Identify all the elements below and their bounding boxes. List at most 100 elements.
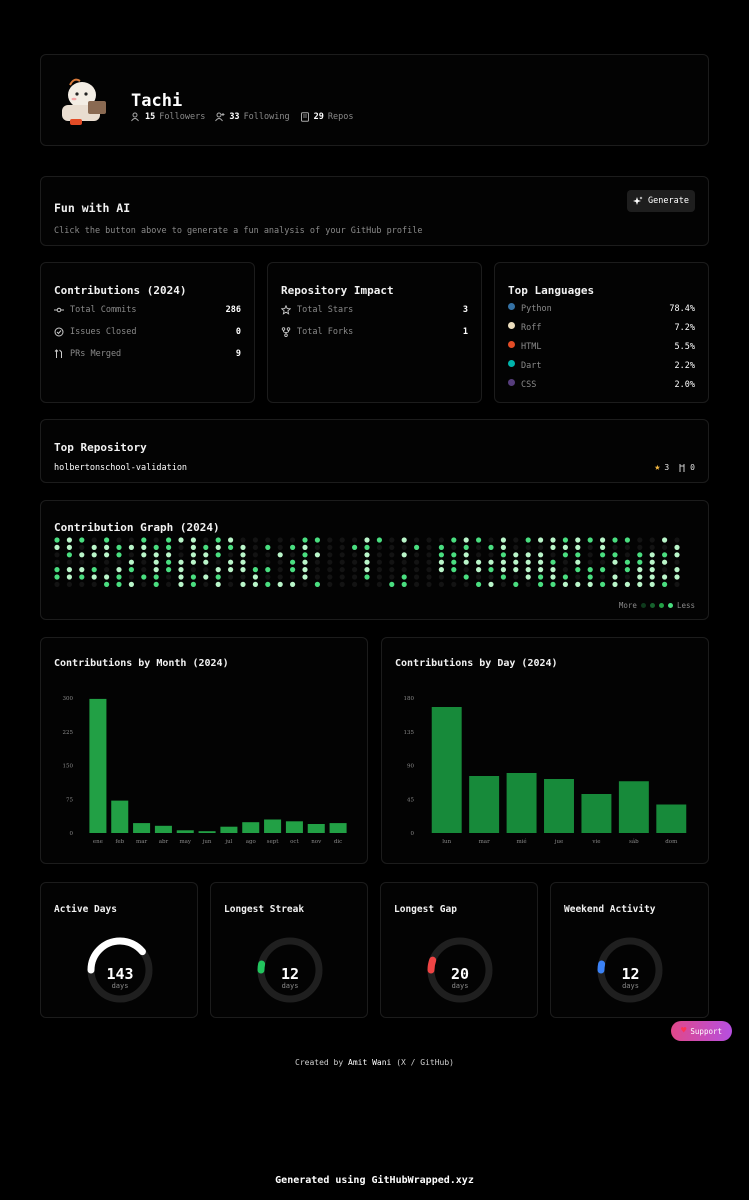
contribution-day-cell bbox=[128, 552, 134, 558]
following-stat[interactable]: 33 Following bbox=[215, 112, 290, 122]
contribution-day-cell bbox=[575, 552, 581, 558]
contribution-day-cell bbox=[562, 537, 568, 543]
y-tick-label: 300 bbox=[63, 696, 74, 702]
contribution-day-cell bbox=[414, 552, 420, 558]
stat-row-stars: Total Stars 3 bbox=[281, 305, 468, 315]
contribution-day-cell bbox=[401, 544, 407, 550]
contribution-day-cell bbox=[54, 537, 60, 543]
bar[interactable] bbox=[285, 821, 303, 833]
language-row: Roff 7.2% bbox=[508, 321, 695, 333]
social-links[interactable]: (X / GitHub) bbox=[396, 1058, 454, 1067]
star-icon bbox=[281, 305, 291, 315]
contribution-day-cell bbox=[414, 574, 420, 580]
stat-row-commits: Total Commits 286 bbox=[54, 305, 241, 315]
day-chart-title: Contributions by Day (2024) bbox=[395, 658, 558, 669]
contribution-day-cell bbox=[66, 567, 72, 573]
contribution-day-cell bbox=[575, 537, 581, 543]
contribution-day-cell bbox=[575, 581, 581, 587]
contribution-day-cell bbox=[240, 574, 246, 580]
contribution-day-cell bbox=[215, 559, 221, 565]
contribution-graph-card: Contribution Graph (2024) More Less bbox=[40, 500, 709, 620]
contribution-day-cell bbox=[79, 552, 85, 558]
contribution-day-cell bbox=[290, 544, 296, 550]
x-tick-label: jul bbox=[224, 839, 232, 845]
contribution-day-cell bbox=[389, 537, 395, 543]
bar[interactable] bbox=[431, 707, 462, 833]
contribution-day-cell bbox=[674, 537, 680, 543]
contribution-day-cell bbox=[240, 537, 246, 543]
contribution-day-cell bbox=[215, 537, 221, 543]
y-tick-label: 0 bbox=[70, 831, 74, 837]
contribution-day-cell bbox=[426, 552, 432, 558]
ring-gauge bbox=[87, 937, 153, 1003]
repos-stat[interactable]: 29 Repos bbox=[300, 112, 353, 122]
contribution-day-cell bbox=[476, 581, 482, 587]
contribution-day-cell bbox=[339, 581, 345, 587]
contribution-day-cell bbox=[612, 574, 618, 580]
contribution-day-cell bbox=[575, 559, 581, 565]
contribution-day-cell bbox=[451, 537, 457, 543]
contribution-day-cell bbox=[79, 581, 85, 587]
bar[interactable] bbox=[89, 698, 107, 833]
bar[interactable] bbox=[618, 781, 649, 833]
contribution-day-cell bbox=[116, 552, 122, 558]
generate-button[interactable]: Generate bbox=[627, 190, 695, 212]
contribution-day-cell bbox=[153, 559, 159, 565]
contribution-day-cell bbox=[476, 567, 482, 573]
contribution-day-cell bbox=[364, 574, 370, 580]
contribution-day-cell bbox=[277, 559, 283, 565]
contribution-day-cell bbox=[153, 567, 159, 573]
contribution-day-cell bbox=[538, 552, 544, 558]
x-tick-label: mar bbox=[136, 839, 147, 845]
stat-card-weekend-activity: Weekend Activity 12 days bbox=[550, 882, 709, 1018]
issue-closed-icon bbox=[54, 327, 64, 337]
contribution-day-cell bbox=[91, 574, 97, 580]
contribution-day-cell bbox=[463, 574, 469, 580]
followers-stat[interactable]: 15 Followers bbox=[131, 112, 205, 122]
contribution-day-cell bbox=[240, 567, 246, 573]
top-repo-link[interactable]: holbertonschool-validation bbox=[54, 463, 188, 473]
bar[interactable] bbox=[581, 794, 612, 833]
support-button[interactable]: ♥ Support bbox=[671, 1021, 732, 1041]
bar[interactable] bbox=[307, 824, 325, 833]
contribution-day-cell bbox=[128, 581, 134, 587]
bar[interactable] bbox=[154, 825, 172, 833]
contribution-day-cell bbox=[662, 574, 668, 580]
ai-card: Fun with AI Click the button above to ge… bbox=[40, 176, 709, 246]
contribution-day-cell bbox=[352, 581, 358, 587]
contribution-day-cell bbox=[277, 574, 283, 580]
author-link[interactable]: Amit Wani bbox=[348, 1058, 392, 1067]
bar[interactable] bbox=[133, 823, 151, 833]
contribution-day-cell bbox=[662, 567, 668, 573]
bar[interactable] bbox=[656, 804, 687, 834]
bar[interactable] bbox=[111, 800, 129, 833]
contribution-day-cell bbox=[153, 574, 159, 580]
bar[interactable] bbox=[506, 773, 537, 833]
contribution-day-cell bbox=[401, 567, 407, 573]
contribution-day-cell bbox=[438, 559, 444, 565]
bar[interactable] bbox=[198, 831, 216, 833]
contribution-day-cell bbox=[116, 544, 122, 550]
contribution-day-cell bbox=[674, 574, 680, 580]
contribution-day-cell bbox=[674, 552, 680, 558]
bar[interactable] bbox=[220, 826, 238, 833]
bar[interactable] bbox=[176, 830, 194, 833]
contribution-day-cell bbox=[166, 552, 172, 558]
top-repo-card: Top Repository holbertonschool-validatio… bbox=[40, 419, 709, 483]
bar[interactable] bbox=[242, 822, 260, 833]
contribution-day-cell bbox=[500, 581, 506, 587]
contribution-day-cell bbox=[649, 552, 655, 558]
bar[interactable] bbox=[329, 823, 347, 833]
contribution-day-cell bbox=[538, 559, 544, 565]
contribution-day-cell bbox=[116, 581, 122, 587]
contribution-day-cell bbox=[314, 559, 320, 565]
y-tick-label: 0 bbox=[411, 831, 415, 837]
contribution-day-cell bbox=[587, 567, 593, 573]
bar[interactable] bbox=[544, 779, 574, 833]
contribution-day-cell bbox=[637, 567, 643, 573]
ring-progress bbox=[427, 937, 493, 1003]
contribution-day-cell bbox=[525, 537, 531, 543]
bar[interactable] bbox=[264, 819, 282, 834]
contribution-day-cell bbox=[215, 581, 221, 587]
bar[interactable] bbox=[469, 776, 500, 833]
